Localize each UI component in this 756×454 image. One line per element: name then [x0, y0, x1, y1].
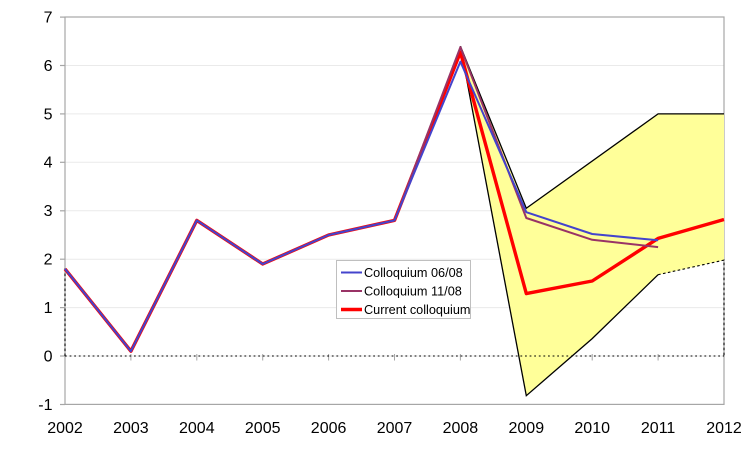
svg-text:Colloquium 06/08: Colloquium 06/08: [364, 266, 463, 280]
svg-text:2005: 2005: [245, 420, 281, 437]
svg-text:2012: 2012: [706, 420, 742, 437]
svg-text:Colloquium 11/08: Colloquium 11/08: [364, 285, 462, 299]
svg-text:2003: 2003: [113, 420, 149, 437]
svg-text:2010: 2010: [574, 420, 610, 437]
svg-text:4: 4: [44, 155, 53, 172]
svg-text:3: 3: [44, 203, 53, 220]
svg-text:0: 0: [44, 348, 53, 365]
svg-text:5: 5: [44, 106, 53, 123]
svg-text:Current colloquium: Current colloquium: [364, 303, 470, 317]
svg-text:2002: 2002: [47, 420, 83, 437]
svg-text:2009: 2009: [509, 420, 545, 437]
svg-text:2: 2: [44, 252, 53, 269]
svg-text:2008: 2008: [443, 420, 479, 437]
svg-text:-1: -1: [38, 397, 52, 414]
svg-text:1: 1: [44, 300, 53, 317]
svg-text:6: 6: [44, 58, 53, 75]
svg-text:2004: 2004: [179, 420, 215, 437]
svg-text:2007: 2007: [377, 420, 413, 437]
svg-text:2006: 2006: [311, 420, 347, 437]
svg-text:7: 7: [44, 10, 53, 27]
svg-text:2011: 2011: [641, 420, 676, 437]
